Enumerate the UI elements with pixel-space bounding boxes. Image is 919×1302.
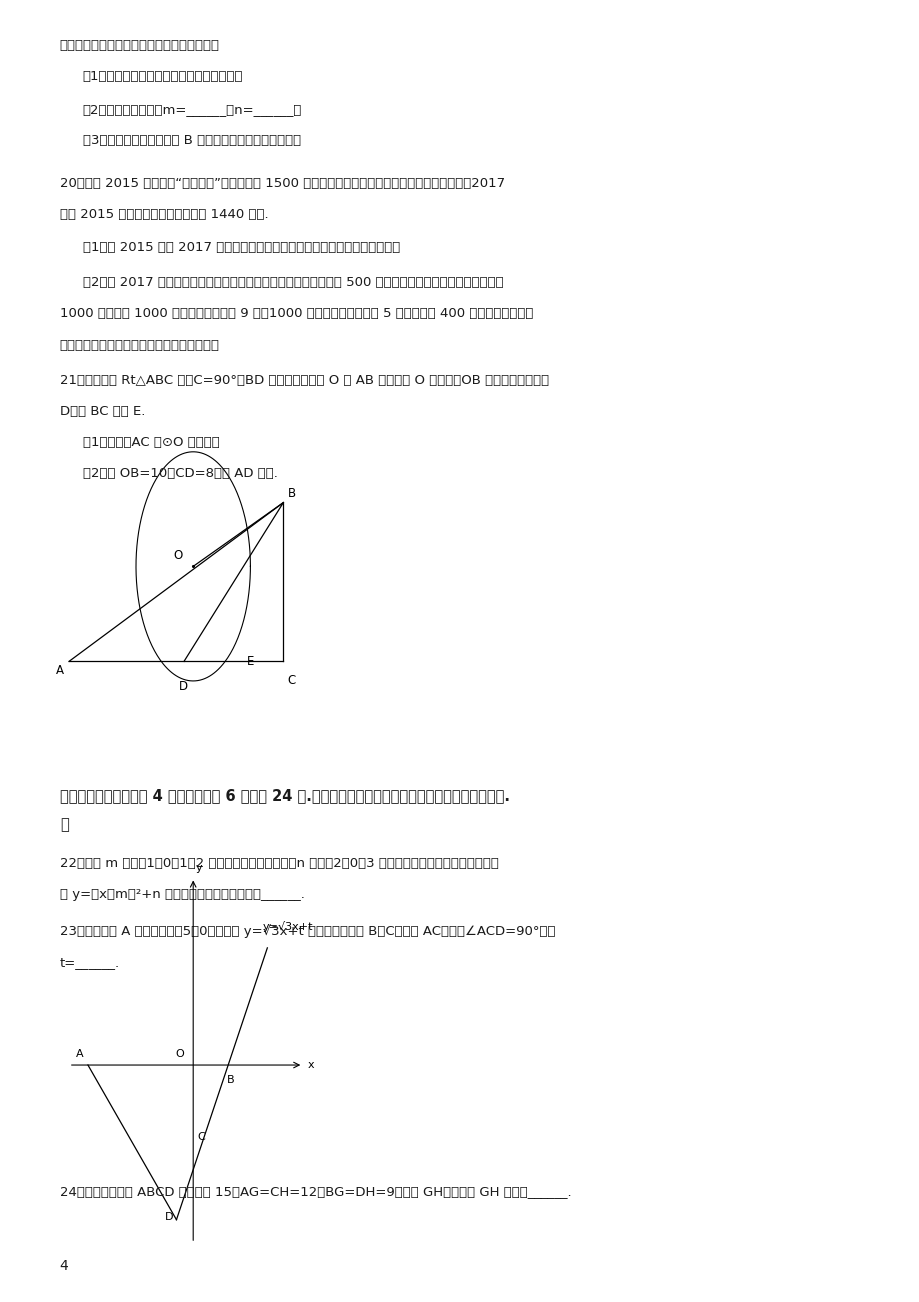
Text: D: D — [178, 680, 187, 693]
Text: 请你根据统计图提供的信息，解答下列问题：: 请你根据统计图提供的信息，解答下列问题： — [60, 39, 220, 52]
Text: ）: ） — [60, 818, 69, 833]
Text: D: D — [165, 1212, 174, 1223]
Text: t=______.: t=______. — [60, 956, 119, 969]
Text: （3）扇形统计图中，热词 B 所在扇形的圆心角是多少度？: （3）扇形统计图中，热词 B 所在扇形的圆心角是多少度？ — [83, 134, 301, 147]
Text: 二、填空题（本大题共 4 小题，每小题 6 分，共 24 分.请将最后答案直接写在答题卷的相应题中的横线上.: 二、填空题（本大题共 4 小题，每小题 6 分，共 24 分.请将最后答案直接写… — [60, 788, 509, 803]
Text: 1000 户（含第 1000 户）每户每天奖励 9 元，1000 户以后每户每天补助 5 元，按租房 400 天计算，试求今年: 1000 户（含第 1000 户）每户每天奖励 9 元，1000 户以后每户每天… — [60, 307, 533, 320]
Text: 20．某地 2015 年为做好“精准扶贫”，投入资金 1500 万元用于异地安置，并规划投入资金逐年增加，2017: 20．某地 2015 年为做好“精准扶贫”，投入资金 1500 万元用于异地安置… — [60, 177, 505, 190]
Text: （2）在 2017 年异地安置的具体实施中，该地计划投入资金不低于 500 万元用于优先搞迁租房奖励，规定前: （2）在 2017 年异地安置的具体实施中，该地计划投入资金不低于 500 万元… — [83, 276, 503, 289]
Text: 该地至少有多少户享受到优先搞迁租房奖励？: 该地至少有多少户享受到优先搞迁租房奖励？ — [60, 339, 220, 352]
Text: x: x — [308, 1060, 314, 1070]
Text: 24．如图，正方形 ABCD 的边长为 15，AG=CH=12，BG=DH=9，连接 GH，则线段 GH 的长为______.: 24．如图，正方形 ABCD 的边长为 15，AG=CH=12，BG=DH=9，… — [60, 1185, 571, 1198]
Text: y=√3x+t: y=√3x+t — [263, 922, 312, 932]
Text: （1）求证：AC 是⊙O 的切线；: （1）求证：AC 是⊙O 的切线； — [83, 436, 220, 449]
Text: E: E — [246, 655, 254, 668]
Text: 数 y=（x－m）²+n 的顶点在坐标轴上的概率为______.: 数 y=（x－m）²+n 的顶点在坐标轴上的概率为______. — [60, 888, 304, 901]
Text: 22．如果 m 是从－1，0，1，2 四个数中任取的一个数，n 是从－2，0，3 三个数中任取的一个数，则二次函: 22．如果 m 是从－1，0，1，2 四个数中任取的一个数，n 是从－2，0，3… — [60, 857, 498, 870]
Text: C: C — [197, 1133, 204, 1142]
Text: y: y — [196, 863, 202, 872]
Text: C: C — [287, 674, 295, 687]
Text: O: O — [173, 549, 182, 562]
Text: （2）条形统计图中，m=______，n=______；: （2）条形统计图中，m=______，n=______； — [83, 103, 301, 116]
Text: 4: 4 — [60, 1259, 69, 1273]
Text: （1）从 2015 年到 2017 年，该地投入异地安置资金的年平均增长率为多少？: （1）从 2015 年到 2017 年，该地投入异地安置资金的年平均增长率为多少… — [83, 241, 400, 254]
Text: （2）若 OB=10，CD=8，求 AD 的长.: （2）若 OB=10，CD=8，求 AD 的长. — [83, 467, 278, 480]
Text: B: B — [227, 1075, 234, 1086]
Text: O: O — [175, 1048, 184, 1059]
Text: （1）本次调查中，一共调查了多少名同学？: （1）本次调查中，一共调查了多少名同学？ — [83, 70, 243, 83]
Text: 21．如图，在 Rt△ABC 中，C=90°，BD 是角平分线，点 O 在 AB 上，以点 O 为圆心，OB 为半径的圆经过点: 21．如图，在 Rt△ABC 中，C=90°，BD 是角平分线，点 O 在 AB… — [60, 374, 549, 387]
Text: 年在 2015 年的基础上增加投入资金 1440 万元.: 年在 2015 年的基础上增加投入资金 1440 万元. — [60, 208, 268, 221]
Text: B: B — [288, 487, 296, 500]
Text: 23．如图，点 A 的坐标为（－5，0），直线 y=√3x+t 与坐标轴交于点 B，C，连结 AC，如果∠ACD=90°，则: 23．如图，点 A 的坐标为（－5，0），直线 y=√3x+t 与坐标轴交于点 … — [60, 924, 555, 939]
Text: D，交 BC 于点 E.: D，交 BC 于点 E. — [60, 405, 145, 418]
Text: A: A — [75, 1048, 84, 1059]
Text: A: A — [55, 664, 63, 677]
